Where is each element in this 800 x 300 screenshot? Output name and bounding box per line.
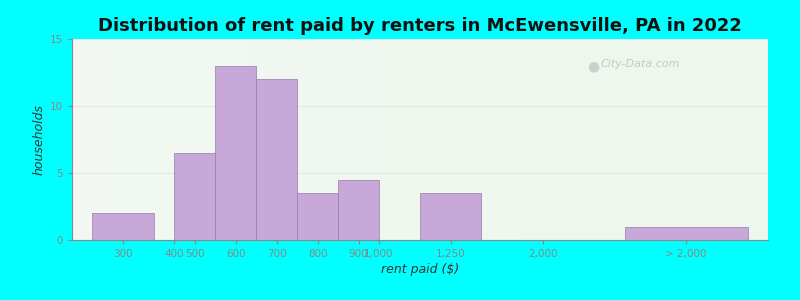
Text: City-Data.com: City-Data.com: [601, 59, 681, 69]
Bar: [215, 66, 256, 240]
Bar: [174, 153, 215, 240]
Bar: [625, 226, 747, 240]
Bar: [93, 213, 154, 240]
Text: ●: ●: [587, 59, 599, 73]
Bar: [297, 193, 338, 240]
Bar: [338, 180, 379, 240]
Bar: [420, 193, 482, 240]
Title: Distribution of rent paid by renters in McEwensville, PA in 2022: Distribution of rent paid by renters in …: [98, 17, 742, 35]
Bar: [256, 79, 297, 240]
Y-axis label: households: households: [33, 104, 46, 175]
X-axis label: rent paid ($): rent paid ($): [381, 263, 459, 276]
